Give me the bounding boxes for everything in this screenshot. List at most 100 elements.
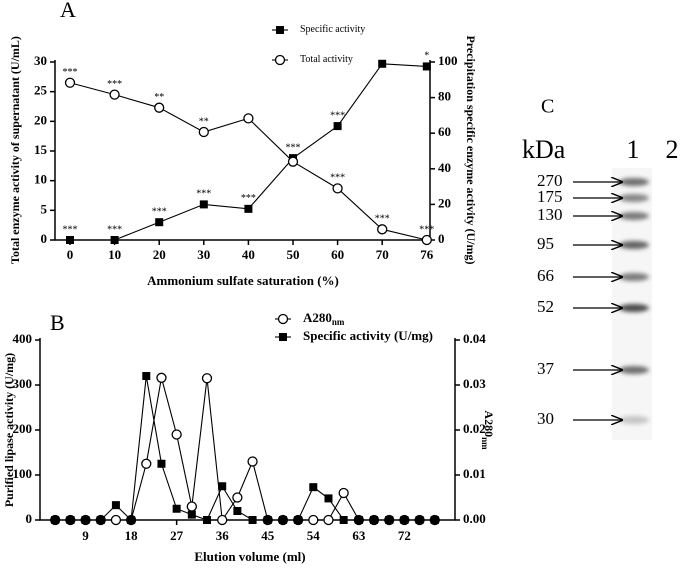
legend-label: A280nm xyxy=(303,310,345,327)
data-point xyxy=(66,236,74,244)
data-point xyxy=(110,236,119,244)
y-tick-label: 10 xyxy=(34,172,47,187)
significance-label: *** xyxy=(286,142,301,153)
y2-tick-label: 0.00 xyxy=(463,511,486,526)
data-point xyxy=(96,516,105,524)
significance-label: *** xyxy=(63,67,78,78)
x-tick-label: 50 xyxy=(287,247,300,262)
y2-tick-label: 0.01 xyxy=(463,466,486,481)
data-point xyxy=(203,516,212,524)
data-point xyxy=(263,516,272,524)
axes xyxy=(54,60,431,241)
data-point xyxy=(110,514,122,526)
marker-label: 52 xyxy=(537,297,554,316)
data-point xyxy=(111,501,120,510)
data-point xyxy=(157,459,166,468)
data-point xyxy=(332,183,343,194)
significance-label: *** xyxy=(196,189,211,200)
y-tick-label: 5 xyxy=(41,201,48,216)
data-point xyxy=(339,516,348,524)
data-point xyxy=(217,514,228,526)
y2-axis-label-subscript: nm xyxy=(480,437,490,450)
significance-label: *** xyxy=(152,206,167,217)
marker-label: 30 xyxy=(537,409,554,428)
x-axis-label: Ammonium sulfate saturation (%) xyxy=(147,273,339,288)
legend-label-text: Specific activity xyxy=(300,24,365,35)
data-point xyxy=(232,492,243,503)
data-point xyxy=(155,218,164,227)
y2-tick-label: 0 xyxy=(438,231,445,246)
gel-band xyxy=(619,194,649,202)
y2-axis-label: Precipitation specific enzyme activity (… xyxy=(464,35,478,264)
data-point xyxy=(218,482,227,491)
gel-lane xyxy=(612,168,652,440)
marker-label: 95 xyxy=(537,234,554,253)
data-point xyxy=(430,516,439,524)
legend-label: Specific activity (U/mg) xyxy=(303,328,433,343)
series-line xyxy=(69,82,427,241)
marker-label: 270 xyxy=(537,171,563,190)
data-point xyxy=(187,510,196,519)
data-point xyxy=(308,514,319,526)
x-tick-label: 60 xyxy=(331,247,344,262)
x-tick-label: 30 xyxy=(197,247,210,262)
data-point xyxy=(324,494,333,503)
y-tick-label: 0 xyxy=(41,231,48,246)
y-tick-label: 100 xyxy=(13,466,33,481)
x-axis-label: Elution volume (ml) xyxy=(194,549,305,564)
legend-marker xyxy=(277,313,289,325)
legend-marker xyxy=(276,26,284,34)
significance-label: *** xyxy=(375,214,390,225)
x-tick-label: 72 xyxy=(398,528,411,543)
x-tick-label: 27 xyxy=(170,528,184,543)
marker-label: 130 xyxy=(537,205,563,224)
data-point xyxy=(278,516,287,524)
data-point xyxy=(171,429,182,440)
y-tick-label: 400 xyxy=(13,331,33,346)
legend-label-text: Total activity xyxy=(300,54,353,65)
data-point xyxy=(248,516,257,524)
significance-label: ** xyxy=(199,116,209,127)
gel-band xyxy=(619,212,649,220)
data-point xyxy=(244,204,253,213)
gel-band xyxy=(619,241,649,249)
y2-tick-label: 0.02 xyxy=(463,421,486,436)
x-tick-label: 63 xyxy=(352,528,366,543)
data-point xyxy=(156,372,167,383)
y2-axis-label-text: Precipitation specific enzyme activity (… xyxy=(464,35,478,264)
x-tick-label: 70 xyxy=(376,247,389,262)
data-point xyxy=(354,516,363,524)
significance-label: * xyxy=(424,51,429,62)
x-tick-label: 18 xyxy=(125,528,139,543)
unit-label: kDa xyxy=(522,135,566,164)
panel-label: C xyxy=(541,96,554,118)
gel-band xyxy=(619,273,649,281)
marker-label: 37 xyxy=(537,359,555,378)
y2-tick-label: 20 xyxy=(438,195,451,210)
series-line xyxy=(55,377,435,522)
gel-band xyxy=(619,416,649,424)
data-point xyxy=(333,122,342,131)
series-line xyxy=(70,63,427,241)
y-tick-label: 30 xyxy=(34,53,47,68)
x-tick-label: 40 xyxy=(242,247,255,262)
data-point xyxy=(422,62,431,71)
legend-label-text: A280 xyxy=(303,310,332,325)
data-point xyxy=(64,77,76,88)
y-tick-label: 0 xyxy=(26,511,33,526)
gel-band xyxy=(619,366,649,374)
data-point xyxy=(421,234,432,246)
data-point xyxy=(141,458,152,469)
lane-label: 1 xyxy=(627,135,640,164)
panel-label: B xyxy=(50,310,65,335)
axes xyxy=(39,338,456,521)
x-tick-label: 20 xyxy=(153,247,166,262)
x-tick-label: 10 xyxy=(108,247,121,262)
data-point xyxy=(81,516,90,524)
data-point xyxy=(247,456,258,467)
legend-marker xyxy=(279,333,287,341)
data-point xyxy=(338,487,349,499)
significance-label: *** xyxy=(241,193,256,204)
y2-tick-label: 0.04 xyxy=(463,331,486,346)
